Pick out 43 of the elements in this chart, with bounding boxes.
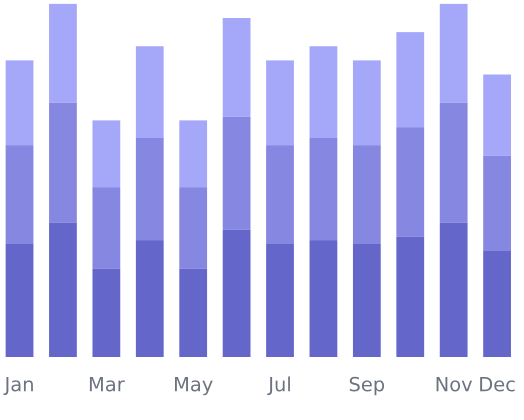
bar <box>222 116 250 230</box>
bar <box>49 4 77 103</box>
bar <box>136 240 164 357</box>
bar <box>483 74 511 156</box>
bar <box>179 120 208 188</box>
bar <box>92 187 120 269</box>
x-tick-label: May <box>174 377 213 396</box>
bar <box>483 156 511 252</box>
bar <box>222 18 250 117</box>
bar <box>49 222 77 357</box>
bar <box>6 145 34 244</box>
x-tick-label: Mar <box>90 377 125 392</box>
x-tick-label: Jul <box>267 376 290 396</box>
bar <box>352 145 381 244</box>
bar <box>352 60 381 146</box>
bar <box>266 60 294 146</box>
bar <box>310 240 338 357</box>
bar <box>440 102 468 223</box>
bar <box>92 120 120 188</box>
bar <box>310 46 338 138</box>
bar <box>396 236 424 357</box>
bar <box>6 60 34 146</box>
bar <box>266 244 294 357</box>
bar <box>396 127 424 237</box>
bar <box>222 230 250 357</box>
x-tick-label: Jan <box>4 377 33 396</box>
bar <box>440 222 468 357</box>
bar <box>266 145 294 244</box>
bar <box>440 4 468 103</box>
bar <box>136 138 164 240</box>
bar <box>483 251 511 357</box>
x-tick-label: Nov <box>436 377 472 392</box>
x-tick-label: Sep <box>350 376 384 396</box>
bar <box>6 244 34 357</box>
bar <box>92 268 120 357</box>
bar <box>179 268 208 357</box>
bar <box>310 138 338 240</box>
bar <box>49 102 77 223</box>
bar <box>179 187 208 269</box>
bar <box>136 46 164 138</box>
x-tick-label: Dec <box>480 377 515 392</box>
bar <box>396 32 424 128</box>
bar <box>352 244 381 357</box>
